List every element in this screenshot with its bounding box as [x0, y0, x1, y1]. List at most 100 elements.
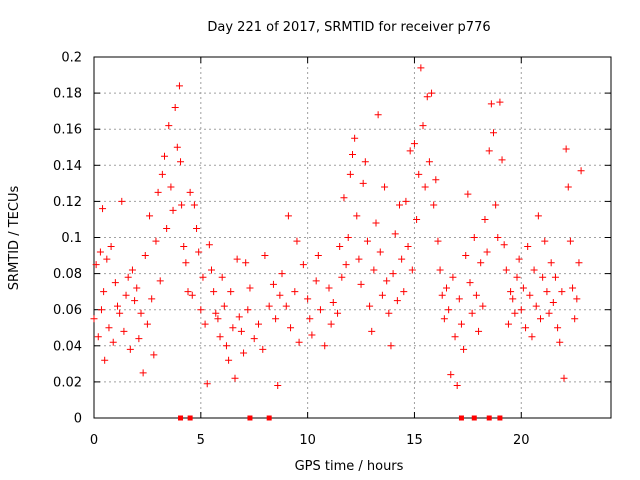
data-point	[342, 261, 350, 269]
data-point	[244, 306, 252, 314]
data-point	[455, 295, 463, 303]
data-point	[173, 143, 181, 151]
data-point	[304, 295, 312, 303]
data-point	[282, 302, 290, 310]
data-point	[229, 324, 237, 332]
data-point	[197, 306, 205, 314]
data-point	[440, 315, 448, 323]
data-point	[355, 255, 363, 263]
data-point	[278, 270, 286, 278]
data-point	[353, 212, 361, 220]
data-point	[118, 197, 126, 205]
data-point	[299, 261, 307, 269]
data-point	[308, 331, 316, 339]
y-tick-label: 0.02	[53, 375, 82, 390]
data-point	[186, 188, 194, 196]
data-point	[233, 255, 241, 263]
data-point	[143, 320, 151, 328]
data-point	[470, 234, 478, 241]
data-point	[184, 288, 192, 296]
data-point	[161, 152, 168, 160]
data-point	[259, 345, 267, 353]
data-point	[94, 333, 102, 341]
data-point	[434, 237, 442, 245]
data-point	[577, 167, 585, 175]
data-point	[556, 338, 564, 346]
data-point	[415, 170, 423, 178]
data-point	[549, 298, 557, 306]
data-point	[509, 295, 517, 303]
gap-marker	[497, 415, 503, 421]
y-tick-label: 0.18	[53, 87, 82, 102]
y-tick-label: 0.08	[53, 267, 82, 282]
data-point	[126, 345, 134, 353]
data-point	[351, 134, 359, 142]
gap-marker	[486, 415, 492, 421]
data-point	[103, 255, 111, 263]
gap-marker	[471, 415, 477, 421]
data-point	[146, 212, 154, 220]
data-point	[240, 349, 248, 357]
data-point	[128, 266, 136, 274]
data-point	[124, 273, 132, 281]
data-point	[436, 266, 444, 274]
data-point	[137, 309, 145, 317]
data-point	[472, 291, 480, 299]
data-point	[163, 224, 171, 232]
data-point	[543, 288, 551, 296]
data-point	[513, 273, 521, 281]
data-point	[212, 309, 220, 317]
data-point	[541, 237, 549, 245]
data-point	[293, 237, 301, 245]
data-point	[468, 309, 476, 317]
data-point	[511, 309, 519, 317]
data-point	[321, 342, 329, 350]
data-point	[562, 145, 570, 153]
data-point	[507, 288, 515, 296]
data-point	[203, 380, 211, 388]
x-tick-label: 5	[197, 433, 205, 448]
data-point	[177, 158, 185, 166]
gap-marker	[187, 415, 193, 421]
data-point	[421, 183, 429, 191]
y-tick-label: 0.2	[61, 51, 82, 66]
points-layer	[90, 64, 585, 421]
data-point	[504, 320, 512, 328]
data-point	[190, 201, 198, 209]
data-point	[156, 277, 164, 285]
y-tick-label: 0.1	[61, 231, 82, 246]
data-point	[327, 320, 335, 328]
data-point	[475, 327, 483, 335]
data-point	[490, 129, 497, 137]
axis-layer: 0 0.02 0.04 0.06 0.08 0.1 0.12 0.14 0.16 0.18 0.2 0…	[53, 51, 612, 448]
data-point	[242, 259, 250, 267]
data-point	[116, 309, 124, 317]
data-point	[101, 356, 109, 364]
data-point	[139, 369, 147, 377]
data-point	[554, 324, 562, 332]
data-point	[530, 266, 538, 274]
data-point	[255, 320, 262, 328]
data-point	[225, 356, 233, 364]
data-point	[150, 351, 158, 359]
data-point	[460, 345, 468, 353]
data-point	[372, 219, 380, 227]
data-point	[340, 194, 348, 202]
data-point	[410, 140, 418, 148]
data-point	[363, 237, 371, 245]
data-point	[502, 266, 510, 274]
data-point	[432, 176, 440, 184]
data-point	[237, 327, 245, 335]
data-point	[329, 298, 337, 306]
data-point	[122, 291, 130, 299]
data-point	[560, 374, 568, 382]
data-point	[227, 288, 235, 296]
data-point	[165, 122, 173, 130]
data-point	[306, 315, 314, 323]
data-point	[483, 248, 491, 256]
data-point	[261, 252, 269, 260]
data-point	[92, 261, 100, 269]
data-point	[334, 309, 342, 317]
data-point	[96, 248, 104, 256]
x-tick-label: 15	[406, 433, 423, 448]
